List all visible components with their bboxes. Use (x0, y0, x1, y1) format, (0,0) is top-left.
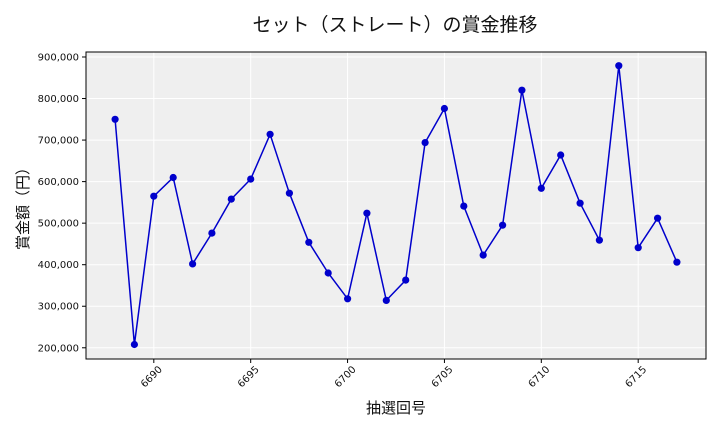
data-point (111, 115, 119, 123)
data-point (654, 214, 662, 222)
data-point (479, 251, 487, 259)
chart-title: セット（ストレート）の賞金推移 (252, 14, 537, 36)
x-tick-label: 6705 (430, 364, 456, 390)
x-axis-label: 抽選回号 (366, 399, 426, 417)
data-point (247, 175, 255, 183)
y-axis-label: 賞金額（円） (14, 160, 32, 250)
y-tick-label: 500,000 (38, 219, 79, 230)
data-point (634, 244, 642, 252)
data-point (344, 295, 352, 303)
data-point (576, 199, 584, 207)
data-point (324, 269, 332, 277)
data-point (518, 86, 526, 94)
data-point (189, 260, 197, 268)
data-point (595, 236, 604, 244)
data-point (227, 195, 235, 203)
data-point (285, 189, 293, 197)
y-tick-label: 200,000 (38, 343, 79, 354)
data-point (615, 62, 623, 70)
data-point (402, 276, 410, 284)
y-tick-label: 900,000 (38, 52, 79, 63)
data-point (208, 229, 216, 237)
data-point (169, 173, 177, 182)
x-tick-label: 6700 (333, 364, 359, 390)
series-line (114, 65, 678, 345)
data-point (537, 184, 545, 192)
y-tick-label: 300,000 (38, 302, 79, 313)
plot-frame (85, 51, 707, 360)
data-point (363, 209, 371, 217)
data-points (111, 62, 681, 349)
data-point (440, 104, 448, 113)
data-point (130, 340, 138, 349)
data-point (150, 192, 158, 200)
data-point (382, 296, 390, 304)
data-point (557, 151, 565, 159)
x-tick-label: 6690 (139, 364, 165, 390)
data-point (499, 221, 507, 229)
x-tick-label: 6710 (527, 364, 553, 390)
x-tick-label: 6695 (236, 364, 262, 390)
plot-area: 200,000 300,000 400,000 500,000 600,000 700,0… (38, 51, 707, 390)
data-point (421, 139, 429, 147)
data-point (266, 130, 274, 138)
y-tick-label: 800,000 (38, 94, 79, 105)
y-tick-label: 400,000 (38, 260, 79, 271)
x-tick-label: 6715 (624, 364, 650, 390)
data-point (460, 202, 468, 210)
y-tick-label: 700,000 (38, 136, 79, 147)
y-tick-label: 600,000 (38, 177, 79, 188)
data-point (673, 258, 681, 266)
data-point (305, 238, 313, 246)
